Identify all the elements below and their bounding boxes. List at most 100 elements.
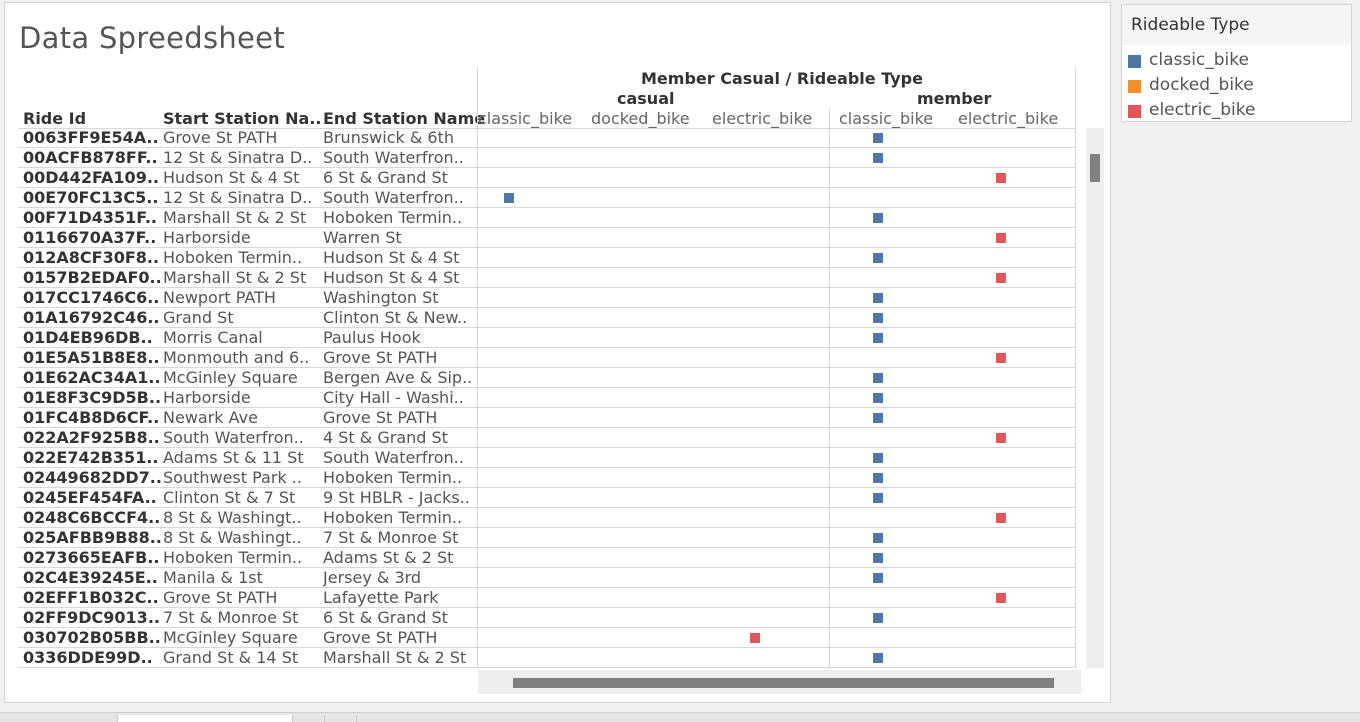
vertical-scroll-thumb[interactable] [1090, 154, 1100, 182]
table-row[interactable]: 02449682DD7.. Southwest Park .. Hoboken Te… [18, 468, 1076, 488]
table-row[interactable]: 0336DDE99D.. Grand St & 14 St Marshall St … [18, 648, 1076, 668]
column-header-end-station[interactable]: End Station Name [323, 109, 486, 128]
start-station-cell: Monmouth and 6.. [163, 348, 310, 367]
ride-id-cell: 01E62AC34A1.. [23, 368, 161, 387]
legend-swatch-docked-bike [1128, 80, 1141, 93]
table-row[interactable]: 01A16792C46.. Grand St Clinton St & New.. [18, 308, 1076, 328]
column-header-casual-classic[interactable]: classic_bike [478, 109, 573, 128]
ride-id-cell: 017CC1746C6.. [23, 288, 160, 307]
member-classic-mark[interactable] [873, 373, 883, 383]
ride-id-cell: 012A8CF30F8.. [23, 248, 160, 267]
member-electric-mark[interactable] [996, 433, 1006, 443]
ride-id-cell: 01FC4B8D6CF.. [23, 408, 160, 427]
member-electric-mark[interactable] [996, 513, 1006, 523]
column-header-casual-docked[interactable]: docked_bike [591, 109, 690, 128]
end-station-cell: 9 St HBLR - Jacks.. [323, 488, 470, 507]
table-row[interactable]: 02C4E39245E.. Manila & 1st Jersey & 3rd [18, 568, 1076, 588]
table-row[interactable]: 012A8CF30F8.. Hoboken Termin.. Hudson St &… [18, 248, 1076, 268]
table-row[interactable]: 00F71D4351F.. Marshall St & 2 St Hoboken T… [18, 208, 1076, 228]
table-row[interactable]: 0116670A37F.. Harborside Warren St [18, 228, 1076, 248]
end-station-cell: Hoboken Termin.. [323, 208, 463, 227]
member-classic-mark[interactable] [873, 313, 883, 323]
table-row[interactable]: 0245EF454FA.. Clinton St & 7 St 9 St HBLR … [18, 488, 1076, 508]
end-station-cell: 6 St & Grand St [323, 168, 448, 187]
member-classic-mark[interactable] [873, 613, 883, 623]
end-station-cell: Brunswick & 6th [323, 128, 455, 147]
column-header-member-electric[interactable]: electric_bike [958, 109, 1059, 128]
table-row[interactable]: 0273665EAFB.. Hoboken Termin.. Adams St & … [18, 548, 1076, 568]
table-row[interactable]: 01E5A51B8E8.. Monmouth and 6.. Grove St PA… [18, 348, 1076, 368]
ride-id-cell: 01A16792C46.. [23, 308, 160, 327]
table-row[interactable]: 022E742B351.. Adams St & 11 St South Water… [18, 448, 1076, 468]
horizontal-scrollbar[interactable] [478, 670, 1081, 694]
sheet-tab[interactable] [292, 715, 325, 722]
table-row[interactable]: 0063FF9E54A.. Grove St PATH Brunswick & 6t… [18, 128, 1076, 148]
member-classic-mark[interactable] [873, 573, 883, 583]
casual-electric-mark[interactable] [750, 633, 760, 643]
member-electric-mark[interactable] [996, 273, 1006, 283]
table-row[interactable]: 01FC4B8D6CF.. Newark Ave Grove St PATH [18, 408, 1076, 428]
table-row[interactable]: 0157B2EDAF0.. Marshall St & 2 St Hudson St… [18, 268, 1076, 288]
table-row[interactable]: 022A2F925B8.. South Waterfron.. 4 St & Gra… [18, 428, 1076, 448]
member-classic-mark[interactable] [873, 333, 883, 343]
member-classic-mark[interactable] [873, 293, 883, 303]
table-row[interactable]: 00E70FC13C5.. 12 St & Sinatra D.. South Wa… [18, 188, 1076, 208]
ride-id-cell: 022A2F925B8.. [23, 428, 160, 447]
end-station-cell: Grove St PATH [323, 628, 438, 647]
column-header-start-station[interactable]: Start Station Na.. [163, 109, 322, 128]
ride-id-cell: 0245EF454FA.. [23, 488, 157, 507]
member-classic-mark[interactable] [873, 453, 883, 463]
member-electric-mark[interactable] [996, 353, 1006, 363]
table-row[interactable]: 017CC1746C6.. Newport PATH Washington St [18, 288, 1076, 308]
vertical-scrollbar[interactable] [1086, 128, 1104, 668]
member-classic-mark[interactable] [873, 213, 883, 223]
sheet-tab[interactable] [117, 715, 292, 722]
sheet-tab[interactable] [356, 715, 389, 722]
end-station-cell: Grove St PATH [323, 348, 438, 367]
end-station-cell: Paulus Hook [323, 328, 421, 347]
member-classic-mark[interactable] [873, 393, 883, 403]
start-station-cell: Harborside [163, 388, 251, 407]
sheet-tab[interactable] [324, 715, 357, 722]
start-station-cell: 8 St & Washingt.. [163, 528, 302, 547]
horizontal-scroll-thumb[interactable] [513, 678, 1054, 688]
member-electric-mark[interactable] [996, 593, 1006, 603]
ride-id-cell: 00E70FC13C5.. [23, 188, 159, 207]
table-row[interactable]: 0248C6BCCF4.. 8 St & Washingt.. Hoboken Te… [18, 508, 1076, 528]
member-classic-mark[interactable] [873, 553, 883, 563]
start-station-cell: 12 St & Sinatra D.. [163, 148, 313, 167]
column-header-casual-electric[interactable]: electric_bike [712, 109, 813, 128]
table-row[interactable]: 00ACFB878FF.. 12 St & Sinatra D.. South Wa… [18, 148, 1076, 168]
table-row[interactable]: 01E8F3C9D5B.. Harborside City Hall - Washi… [18, 388, 1076, 408]
start-station-cell: Newport PATH [163, 288, 276, 307]
table-row[interactable]: 030702B05BB.. McGinley Square Grove St PAT… [18, 628, 1076, 648]
column-header-ride-id[interactable]: Ride Id [23, 109, 87, 128]
member-classic-mark[interactable] [873, 153, 883, 163]
member-classic-mark[interactable] [873, 653, 883, 663]
member-electric-mark[interactable] [996, 233, 1006, 243]
end-station-cell: Hudson St & 4 St [323, 248, 460, 267]
start-station-cell: Hudson St & 4 St [163, 168, 300, 187]
member-classic-mark[interactable] [873, 533, 883, 543]
column-header-member-classic[interactable]: classic_bike [839, 109, 934, 128]
member-classic-mark[interactable] [873, 133, 883, 143]
member-classic-mark[interactable] [873, 413, 883, 423]
legend-title: Rideable Type [1122, 5, 1351, 45]
start-station-cell: Marshall St & 2 St [163, 208, 307, 227]
table-row[interactable]: 025AFBB9B88.. 8 St & Washingt.. 7 St & Mon… [18, 528, 1076, 548]
start-station-cell: Morris Canal [163, 328, 263, 347]
end-station-cell: Warren St [323, 228, 402, 247]
member-electric-mark[interactable] [996, 173, 1006, 183]
table-row[interactable]: 00D442FA109.. Hudson St & 4 St 6 St & Gran… [18, 168, 1076, 188]
casual-classic-mark[interactable] [504, 193, 514, 203]
end-station-cell: Hudson St & 4 St [323, 268, 460, 287]
table-row[interactable]: 02EFF1B032C.. Grove St PATH Lafayette Park [18, 588, 1076, 608]
ride-id-cell: 022E742B351.. [23, 448, 159, 467]
member-classic-mark[interactable] [873, 493, 883, 503]
member-classic-mark[interactable] [873, 473, 883, 483]
sheet-tab-bar [0, 712, 1360, 722]
table-row[interactable]: 01E62AC34A1.. McGinley Square Bergen Ave &… [18, 368, 1076, 388]
table-row[interactable]: 01D4EB96DB.. Morris Canal Paulus Hook [18, 328, 1076, 348]
member-classic-mark[interactable] [873, 253, 883, 263]
table-row[interactable]: 02FF9DC9013.. 7 St & Monroe St 6 St & Gran… [18, 608, 1076, 628]
